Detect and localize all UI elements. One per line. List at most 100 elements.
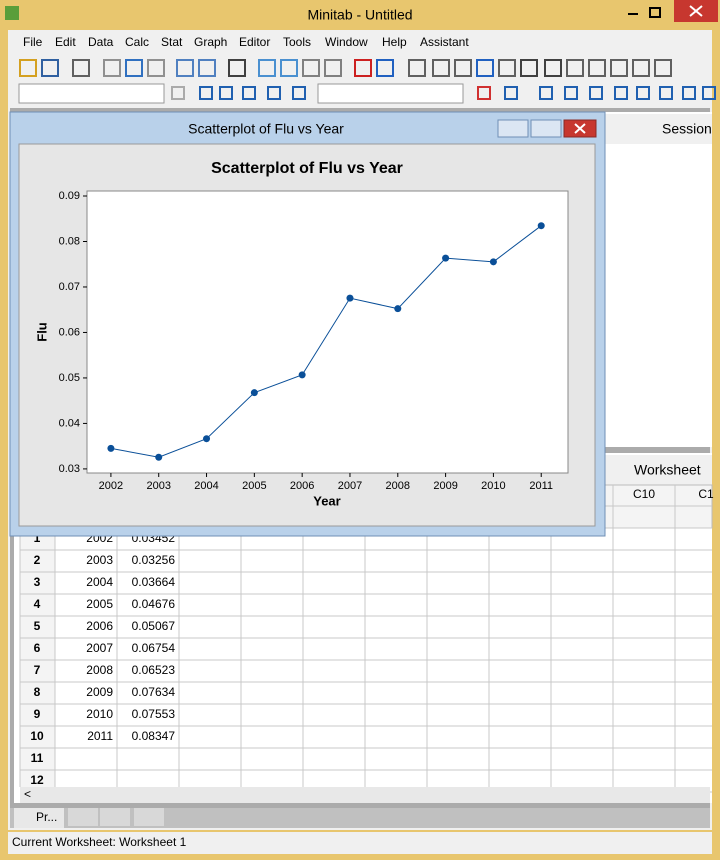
cell[interactable]: 0.05067 — [132, 619, 176, 633]
toolbar-icon[interactable] — [432, 59, 450, 77]
data-point — [203, 435, 211, 443]
toolbar-icon[interactable] — [636, 86, 650, 100]
y-tick-label: 0.04 — [59, 417, 80, 429]
toolbar-icon[interactable] — [454, 59, 472, 77]
cell[interactable]: 2010 — [86, 707, 113, 721]
toolbar-icon[interactable] — [610, 59, 628, 77]
row-number: 5 — [34, 619, 41, 633]
toolbar-icon[interactable] — [376, 59, 394, 77]
plot-area — [86, 190, 569, 474]
menu-item[interactable]: Graph — [194, 35, 227, 49]
project-tab[interactable] — [14, 808, 64, 828]
toolbar-icon[interactable] — [614, 86, 628, 100]
menu-item[interactable]: File — [23, 35, 43, 49]
combo-box[interactable] — [18, 83, 165, 104]
toolbar-icon[interactable] — [103, 59, 121, 77]
menu-item[interactable]: Calc — [125, 35, 149, 49]
cell[interactable]: 0.06754 — [132, 641, 176, 655]
cell[interactable]: 0.04676 — [132, 597, 176, 611]
cell[interactable]: 0.03256 — [132, 553, 176, 567]
toolbar-icon[interactable] — [682, 86, 696, 100]
column-header: C10 — [633, 487, 655, 501]
cell[interactable]: 2007 — [86, 641, 113, 655]
menu-item[interactable]: Stat — [161, 35, 183, 49]
toolbar-icon[interactable] — [199, 86, 213, 100]
toolbar-icon[interactable] — [566, 59, 584, 77]
cell[interactable]: 2004 — [86, 575, 113, 589]
toolbar-icon[interactable] — [354, 59, 372, 77]
toolbar-icon[interactable] — [408, 59, 426, 77]
column-header: C1 — [698, 487, 714, 501]
toolbar-icon[interactable] — [198, 59, 216, 77]
toolbar-icon[interactable] — [324, 59, 342, 77]
toolbar-icon[interactable] — [654, 59, 672, 77]
toolbar-icon[interactable] — [219, 86, 233, 100]
x-tick-label: 2009 — [433, 480, 457, 492]
maximize-button[interactable] — [649, 7, 661, 18]
y-tick-label: 0.07 — [59, 281, 80, 293]
row-number: 4 — [34, 597, 41, 611]
menu-item[interactable]: Window — [325, 35, 368, 49]
data-point — [442, 254, 450, 262]
cell[interactable]: 0.07553 — [132, 707, 176, 721]
menu-item[interactable]: Editor — [239, 35, 270, 49]
toolbar-icon[interactable] — [588, 59, 606, 77]
tab[interactable] — [100, 808, 130, 826]
menu-item[interactable]: Help — [382, 35, 407, 49]
toolbar-icon[interactable] — [176, 59, 194, 77]
toolbar-icon[interactable] — [544, 59, 562, 77]
cell[interactable]: 2009 — [86, 685, 113, 699]
toolbar-icon[interactable] — [171, 86, 185, 100]
toolbar-icon[interactable] — [72, 59, 90, 77]
cell[interactable]: 2005 — [86, 597, 113, 611]
toolbar-icon[interactable] — [659, 86, 673, 100]
session-window — [600, 112, 712, 447]
combo-box[interactable] — [317, 83, 464, 104]
cell[interactable]: 2006 — [86, 619, 113, 633]
toolbar-icon[interactable] — [504, 86, 518, 100]
menu-item[interactable]: Tools — [283, 35, 311, 49]
toolbar-icon[interactable] — [632, 59, 650, 77]
cell[interactable]: 0.07634 — [132, 685, 176, 699]
plot-maximize[interactable] — [530, 119, 562, 138]
toolbar-icon[interactable] — [702, 86, 716, 100]
toolbar-icon[interactable] — [258, 59, 276, 77]
toolbar-icon[interactable] — [477, 86, 491, 100]
cell[interactable]: 0.08347 — [132, 729, 176, 743]
menu-item[interactable]: Data — [88, 35, 114, 49]
plot-minimize[interactable] — [497, 119, 529, 138]
toolbar-icon[interactable] — [280, 59, 298, 77]
tab[interactable] — [134, 808, 164, 826]
cell[interactable]: 2011 — [87, 729, 113, 743]
menu-item[interactable]: Assistant — [420, 35, 469, 49]
toolbar-icon[interactable] — [498, 59, 516, 77]
toolbar-icon[interactable] — [19, 59, 37, 77]
toolbar-icon[interactable] — [589, 86, 603, 100]
x-tick-label: 2011 — [529, 480, 553, 492]
row-number: 9 — [34, 707, 41, 721]
cell[interactable]: 2008 — [86, 663, 113, 677]
toolbar-icon[interactable] — [476, 59, 494, 77]
toolbar-icon[interactable] — [292, 86, 306, 100]
cell[interactable]: 0.03664 — [132, 575, 176, 589]
toolbar-icon[interactable] — [242, 86, 256, 100]
tab[interactable] — [68, 808, 98, 826]
toolbar-icon[interactable] — [520, 59, 538, 77]
toolbar-icon[interactable] — [125, 59, 143, 77]
toolbar-icon[interactable] — [41, 59, 59, 77]
cell[interactable]: 0.06523 — [132, 663, 176, 677]
menu-item[interactable]: Edit — [55, 35, 76, 49]
plot-close-icon — [574, 123, 586, 134]
y-tick-label: 0.06 — [59, 326, 80, 338]
toolbar-icon[interactable] — [539, 86, 553, 100]
toolbar-icon[interactable] — [302, 59, 320, 77]
toolbar-icon[interactable] — [564, 86, 578, 100]
series-line — [110, 225, 542, 458]
scroll-left[interactable]: < — [24, 787, 31, 801]
toolbar-icon[interactable] — [267, 86, 281, 100]
scrollbar[interactable] — [20, 787, 710, 803]
cell[interactable]: 2003 — [86, 553, 113, 567]
toolbar-icon[interactable] — [228, 59, 246, 77]
toolbar-icon[interactable] — [147, 59, 165, 77]
